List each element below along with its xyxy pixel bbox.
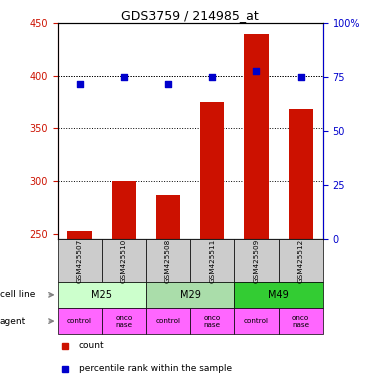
Bar: [234, 308, 279, 334]
Point: [77, 80, 83, 86]
Point: [298, 74, 303, 80]
Text: M49: M49: [268, 290, 289, 300]
Bar: [234, 239, 279, 282]
Bar: [102, 308, 146, 334]
Text: count: count: [79, 341, 104, 351]
Point: [121, 74, 127, 80]
Bar: [234, 282, 323, 308]
Bar: [289, 109, 313, 384]
Point: [165, 80, 171, 86]
Bar: [279, 308, 323, 334]
Point: [253, 68, 259, 74]
Text: GSM425508: GSM425508: [165, 238, 171, 283]
Bar: [279, 239, 323, 282]
Text: control: control: [155, 318, 181, 324]
Text: control: control: [244, 318, 269, 324]
Bar: [146, 282, 234, 308]
Bar: [244, 33, 269, 384]
Text: GSM425507: GSM425507: [76, 238, 83, 283]
Bar: [68, 230, 92, 384]
Text: GSM425510: GSM425510: [121, 238, 127, 283]
Text: M29: M29: [180, 290, 201, 300]
Bar: [156, 195, 180, 384]
Text: onco
nase: onco nase: [115, 314, 132, 328]
Text: GSM425509: GSM425509: [253, 238, 259, 283]
Text: onco
nase: onco nase: [292, 314, 309, 328]
Text: GSM425512: GSM425512: [298, 238, 304, 283]
Bar: [146, 239, 190, 282]
Bar: [112, 181, 136, 384]
Bar: [102, 239, 146, 282]
Text: onco
nase: onco nase: [204, 314, 221, 328]
Text: M25: M25: [91, 290, 112, 300]
Bar: [58, 308, 102, 334]
Text: percentile rank within the sample: percentile rank within the sample: [79, 364, 232, 373]
Text: cell line: cell line: [0, 290, 35, 300]
Bar: [58, 282, 146, 308]
Bar: [58, 239, 102, 282]
Bar: [200, 102, 224, 384]
Text: agent: agent: [0, 317, 26, 326]
Bar: [146, 308, 190, 334]
Bar: [190, 308, 234, 334]
Text: GSM425511: GSM425511: [209, 238, 215, 283]
Bar: [190, 239, 234, 282]
Title: GDS3759 / 214985_at: GDS3759 / 214985_at: [121, 9, 259, 22]
Point: [209, 74, 215, 80]
Text: control: control: [67, 318, 92, 324]
